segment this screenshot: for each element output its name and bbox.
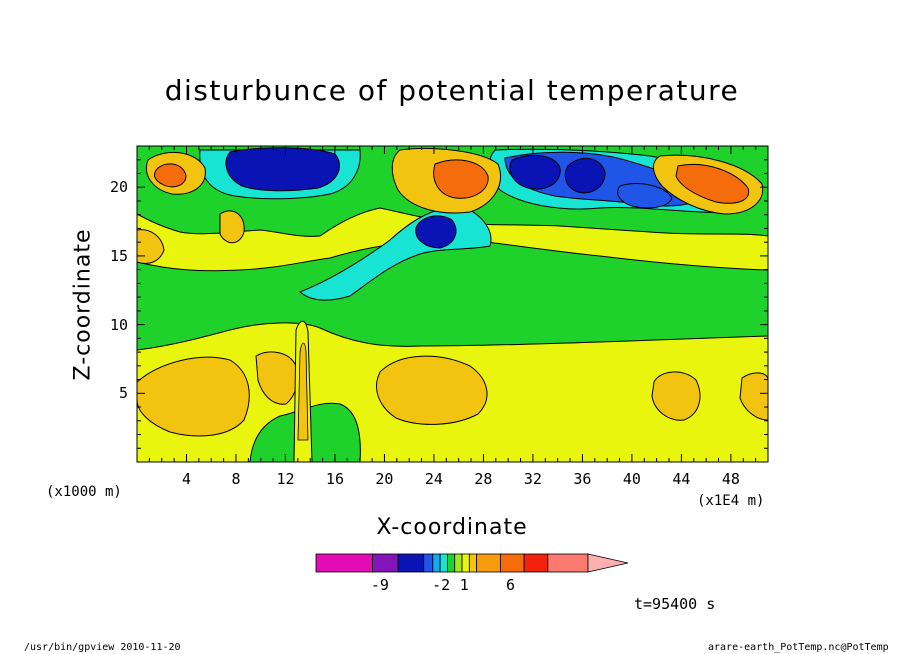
y-tick-label: 15 xyxy=(109,246,128,265)
x-tick-label: 12 xyxy=(276,470,295,488)
chart-title: disturbunce of potential temperature xyxy=(164,74,740,107)
x-tick-label: 32 xyxy=(523,470,542,488)
colorbar-segment xyxy=(372,553,399,573)
colorbar-segment xyxy=(476,553,501,573)
x-tick-label: 16 xyxy=(325,470,344,488)
field-orange-lower-mid xyxy=(376,355,488,425)
field-navy-right-1 xyxy=(509,154,561,190)
x-tick-label: 44 xyxy=(672,470,691,488)
contour-field xyxy=(137,146,768,462)
colorbar-tick-label: -2 xyxy=(432,576,451,594)
x-tick-label: 4 xyxy=(181,470,191,488)
x-axis-label: X-coordinate xyxy=(376,515,528,540)
field-navy-left xyxy=(225,147,340,192)
x-tick-label: 8 xyxy=(231,470,241,488)
x-tick-label: 20 xyxy=(375,470,394,488)
colorbar-segment xyxy=(439,553,448,573)
colorbar-tick-label: -9 xyxy=(370,576,389,594)
colorbar-segment xyxy=(447,553,456,573)
field-green-band xyxy=(137,239,768,351)
x-unit-right: (x1E4 m) xyxy=(697,493,765,509)
colorbar-segment xyxy=(499,553,525,573)
field-orange-upper-right-core xyxy=(675,164,750,204)
colorbar-segment xyxy=(468,553,478,573)
plot-frame xyxy=(136,145,769,463)
colorbar-segment xyxy=(461,553,470,573)
colorbar-segment xyxy=(523,553,549,573)
field-orange-left-mid xyxy=(137,229,165,264)
y-tick-label: 20 xyxy=(109,178,128,197)
x-tick-label: 28 xyxy=(474,470,493,488)
colorbar xyxy=(315,553,629,573)
y-tick-label: 10 xyxy=(109,315,128,334)
x-tick-label: 36 xyxy=(573,470,592,488)
colorbar-segment xyxy=(423,553,434,573)
field-blue-right-small xyxy=(617,183,673,209)
colorbar-segment xyxy=(454,553,463,573)
colorbar-tick-label: 6 xyxy=(505,576,515,594)
field-orange-lower-right xyxy=(651,371,701,421)
field-orange-lower-right-edge xyxy=(739,372,768,421)
field-orange-left-mid-2 xyxy=(219,210,245,244)
field-orange-upper-left-core xyxy=(154,163,187,188)
colorbar-segment xyxy=(397,553,425,573)
time-label: t=95400 s xyxy=(634,595,716,613)
colorbar-tick-label: 1 xyxy=(459,576,469,594)
footer-right: arare-earth_PotTemp.nc@PotTemp xyxy=(708,642,889,653)
y-tick-label: 5 xyxy=(118,384,128,403)
x-tick-label: 40 xyxy=(622,470,641,488)
colorbar-segment xyxy=(547,553,589,573)
y-axis-label: Z-coordinate xyxy=(70,228,96,381)
axis-ticks xyxy=(137,146,768,462)
field-navy-slope xyxy=(415,215,457,249)
field-orange-lower-left xyxy=(137,356,250,437)
colorbar-segment xyxy=(315,553,373,573)
colorbar-segment xyxy=(432,553,441,573)
x-tick-label: 48 xyxy=(721,470,740,488)
field-orange-upper-mid-core xyxy=(433,159,489,199)
x-tick-label: 24 xyxy=(424,470,443,488)
field-orange-plume xyxy=(297,342,309,441)
x-unit-left: (x1000 m) xyxy=(46,484,122,500)
colorbar-extension xyxy=(587,553,629,573)
footer-left: /usr/bin/gpview 2010-11-20 xyxy=(24,642,181,653)
field-navy-right-2 xyxy=(564,157,606,194)
